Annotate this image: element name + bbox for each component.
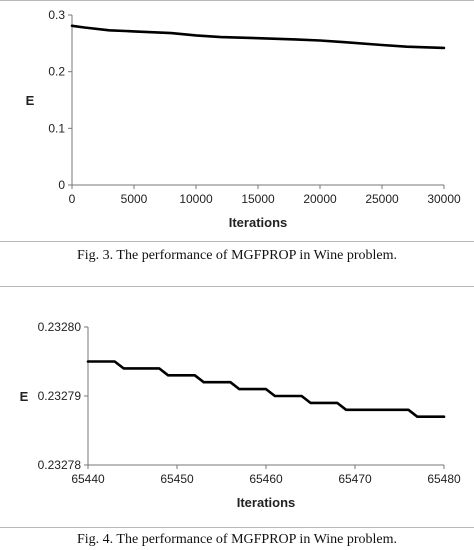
x-tick-label: 65470: [338, 472, 372, 486]
y-tick-label: 0.23279: [38, 389, 82, 403]
x-tick-label: 0: [69, 192, 76, 206]
figure-caption-fig4: Fig. 4. The performance of MGFPROP in Wi…: [77, 532, 397, 547]
x-tick-label: 65460: [249, 472, 283, 486]
x-tick-label: 65450: [160, 472, 194, 486]
x-tick-label: 65480: [427, 472, 461, 486]
y-tick-label: 0.3: [48, 8, 65, 22]
y-tick-label: 0.23278: [38, 458, 82, 472]
x-tick-label: 10000: [179, 192, 213, 206]
chart-fig3: 0 0.1 0.2 0.3 0 5000 10000 15000 20000 25000 30000…: [26, 8, 461, 230]
y-axis-label: E: [20, 389, 29, 404]
series-line-0: [70, 24, 446, 50]
y-tick-label: 0.2: [48, 65, 65, 79]
y-tick-label: 0.23280: [38, 320, 82, 334]
series-line-0: [86, 360, 446, 418]
y-tick-label: 0: [58, 178, 65, 192]
chart-panel-fig4: 0.23278 0.23279 0.23280 65440 65450 65460 6547…: [0, 286, 474, 528]
chart-fig4: 0.23278 0.23279 0.23280 65440 65450 65460 6547…: [20, 320, 461, 510]
figure-caption-fig3: Fig. 3. The performance of MGFPROP in Wi…: [77, 248, 397, 263]
chart-panel-fig3: 0 0.1 0.2 0.3 0 5000 10000 15000 20000 25000 30000…: [0, 0, 474, 242]
x-tick-label: 5000: [121, 192, 148, 206]
y-tick-label: 0.1: [48, 121, 65, 135]
x-tick-label: 15000: [241, 192, 275, 206]
x-tick-label: 65440: [71, 472, 105, 486]
x-axis-label: Iterations: [229, 215, 288, 230]
x-tick-label: 30000: [427, 192, 461, 206]
x-tick-label: 20000: [303, 192, 337, 206]
x-tick-label: 25000: [365, 192, 399, 206]
y-axis-label: E: [26, 93, 35, 108]
x-axis-label: Iterations: [237, 495, 296, 510]
